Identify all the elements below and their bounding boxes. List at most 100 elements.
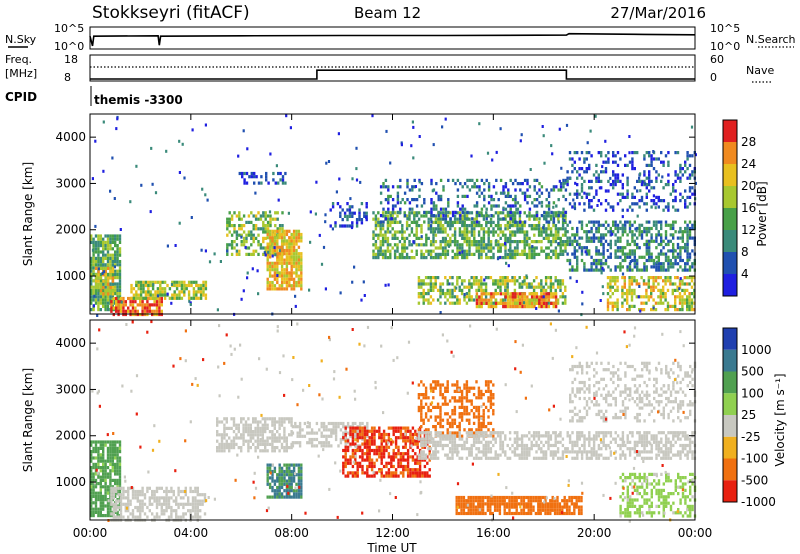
heat-cell <box>273 420 276 424</box>
heat-cell <box>676 276 679 280</box>
heat-cell <box>572 198 575 202</box>
heat-cell <box>530 282 533 286</box>
heat-cell <box>329 224 332 228</box>
heat-cell <box>230 252 234 256</box>
heat-cell <box>97 456 100 460</box>
heat-cell <box>161 287 164 291</box>
heat-cell <box>264 417 267 421</box>
heat-cell <box>597 239 600 243</box>
heat-cell <box>114 260 117 264</box>
heat-cell <box>626 189 629 193</box>
heat-cell <box>268 210 272 214</box>
heat-cell <box>559 285 562 289</box>
heat-cell <box>252 233 255 237</box>
heat-cell <box>504 201 508 205</box>
heat-cell <box>679 249 682 253</box>
heat-cell <box>424 276 428 280</box>
heat-cell <box>90 504 93 508</box>
heat-cell <box>265 178 268 182</box>
heat-cell <box>657 230 660 234</box>
heat-cell <box>114 237 117 241</box>
heat-cell <box>288 446 291 450</box>
heat-cell <box>465 295 469 299</box>
heat-cell <box>147 290 150 294</box>
heat-cell <box>473 227 476 231</box>
heat-cell <box>310 428 314 432</box>
heat-cell <box>676 255 680 259</box>
heat-cell <box>602 236 605 240</box>
heat-cell <box>268 274 272 278</box>
heat-cell <box>642 301 646 305</box>
heat-cell <box>134 489 137 494</box>
heat-cell <box>292 258 296 262</box>
heat-cell <box>111 276 115 280</box>
heat-cell <box>285 252 289 256</box>
heat-cell <box>262 224 265 228</box>
heat-cell <box>216 433 219 437</box>
heat-cell <box>262 211 265 215</box>
heat-cell <box>522 301 526 305</box>
heat-cell <box>571 163 574 167</box>
heat-cell <box>90 459 93 463</box>
heat-cell <box>150 146 153 150</box>
heat-cell <box>266 442 269 446</box>
heat-cell <box>616 298 619 302</box>
heat-cell <box>97 282 100 286</box>
heat-cell <box>112 512 115 516</box>
heat-cell <box>178 283 181 288</box>
heat-cell <box>97 295 100 299</box>
heat-cell <box>292 476 296 480</box>
heat-cell <box>552 220 556 224</box>
heat-cell <box>456 276 459 280</box>
heat-cell <box>254 433 257 437</box>
heat-cell <box>261 433 264 437</box>
heat-cell <box>439 246 442 250</box>
heat-cell <box>607 230 610 234</box>
heat-cell <box>99 478 102 482</box>
heat-cell <box>518 282 521 286</box>
heat-cell <box>261 436 264 440</box>
heat-cell <box>686 223 689 227</box>
heat-cell <box>657 199 660 203</box>
heat-cell <box>266 426 269 430</box>
heat-cell <box>475 301 479 305</box>
heat-cell <box>557 188 560 192</box>
heat-cell <box>104 279 107 283</box>
heat-cell <box>645 268 648 272</box>
heat-cell <box>245 171 249 176</box>
heat-cell <box>285 479 289 483</box>
heat-cell <box>547 292 551 296</box>
heat-cell <box>349 455 352 459</box>
heat-cell <box>647 285 650 289</box>
heat-cell <box>475 210 479 214</box>
heat-cell <box>179 502 183 506</box>
heat-cell <box>565 123 569 127</box>
heat-cell <box>266 482 269 486</box>
heat-cell <box>652 194 655 198</box>
heat-cell <box>616 163 620 167</box>
heat-cell <box>238 249 241 253</box>
heat-cell <box>660 226 663 231</box>
heat-cell <box>344 455 347 459</box>
heat-cell <box>187 293 191 297</box>
heat-cell <box>315 180 318 184</box>
heat-cell <box>280 495 284 499</box>
heat-cell <box>521 227 524 231</box>
heat-cell <box>427 220 430 224</box>
heat-cell <box>171 280 174 284</box>
heat-cell <box>295 252 298 256</box>
heat-cell <box>292 229 296 233</box>
heat-cell <box>387 194 390 198</box>
heat-cell <box>96 314 99 317</box>
heat-cell <box>626 179 629 183</box>
heat-cell <box>429 243 433 247</box>
heat-cell <box>482 282 485 286</box>
heat-cell <box>141 306 144 310</box>
heat-cell <box>334 425 338 429</box>
heat-cell <box>228 224 231 228</box>
heat-cell <box>298 441 302 445</box>
heat-cell <box>448 282 451 286</box>
heat-cell <box>94 263 98 267</box>
heat-cell <box>588 249 591 253</box>
heat-cell <box>273 436 276 440</box>
